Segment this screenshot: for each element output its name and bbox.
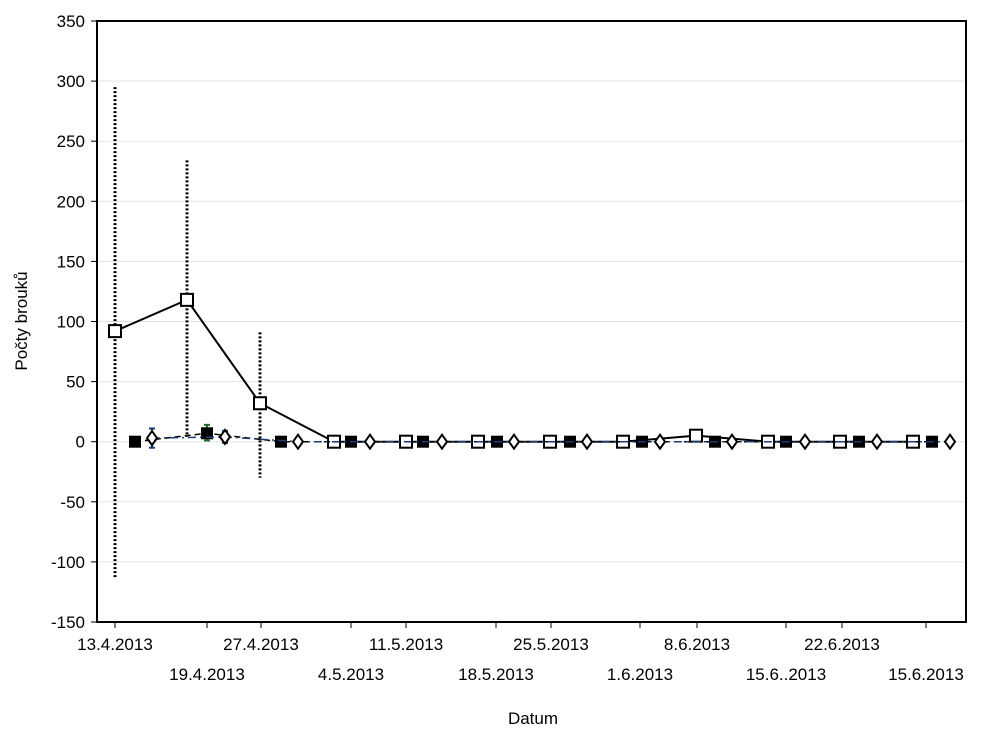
- series-1: [108, 87, 920, 578]
- data-point: [653, 432, 667, 451]
- x-tick-label: 19.4.2013: [169, 665, 245, 684]
- x-tick-label: 15.6..2013: [746, 665, 826, 684]
- data-point: [291, 432, 305, 451]
- x-axis-title: Datum: [508, 709, 558, 728]
- y-tick-label: 250: [57, 132, 85, 151]
- data-point: [253, 396, 267, 411]
- series-2: [129, 423, 938, 448]
- data-point: [180, 292, 194, 307]
- y-tick-label: -150: [51, 613, 85, 632]
- series-3: [145, 427, 957, 451]
- data-point: [507, 432, 521, 451]
- x-tick-label: 27.4.2013: [223, 635, 299, 654]
- x-tick-label: 25.5.2013: [513, 635, 589, 654]
- y-tick-label: 100: [57, 313, 85, 332]
- y-tick-label: 200: [57, 192, 85, 211]
- data-point: [580, 432, 594, 451]
- y-tick-label: 150: [57, 252, 85, 271]
- data-point: [870, 432, 884, 451]
- y-tick-label: 300: [57, 72, 85, 91]
- y-tick-label: 350: [57, 12, 85, 31]
- series-layer: [108, 87, 957, 578]
- x-tick-label: 15.6.2013: [888, 665, 964, 684]
- y-tick-label: 50: [66, 373, 85, 392]
- y-axis: -150 -100 -50 0 50 100 150 200 250 300 350: [51, 12, 97, 632]
- data-point: [129, 435, 141, 448]
- data-point: [145, 429, 159, 447]
- data-point: [943, 432, 957, 451]
- x-tick-label: 4.5.2013: [318, 665, 384, 684]
- data-point: [363, 432, 377, 451]
- grid-lines: [97, 80, 966, 563]
- x-tick-label: 8.6.2013: [664, 635, 730, 654]
- data-point: [108, 324, 122, 339]
- plot-frame: [96, 20, 967, 623]
- x-tick-label: 13.4.2013: [77, 635, 153, 654]
- y-tick-label: -100: [51, 553, 85, 572]
- data-point: [275, 435, 287, 448]
- data-point: [689, 428, 703, 443]
- data-point: [435, 432, 449, 451]
- series-line: [151, 436, 950, 443]
- y-tick-label: -50: [60, 493, 85, 512]
- data-point: [218, 428, 232, 446]
- x-tick-label: 22.6.2013: [804, 635, 880, 654]
- y-tick-label: 0: [76, 433, 85, 452]
- data-point: [201, 427, 213, 440]
- data-point: [725, 432, 739, 451]
- x-tick-label: 18.5.2013: [458, 665, 534, 684]
- x-axis: 13.4.2013 27.4.2013 11.5.2013 25.5.2013 8.6.…: [77, 622, 964, 684]
- data-point: [798, 432, 812, 451]
- x-tick-label: 1.6.2013: [607, 665, 673, 684]
- series-line: [134, 432, 932, 443]
- y-axis-title: Počty brouků: [12, 271, 31, 370]
- x-tick-label: 11.5.2013: [369, 635, 443, 654]
